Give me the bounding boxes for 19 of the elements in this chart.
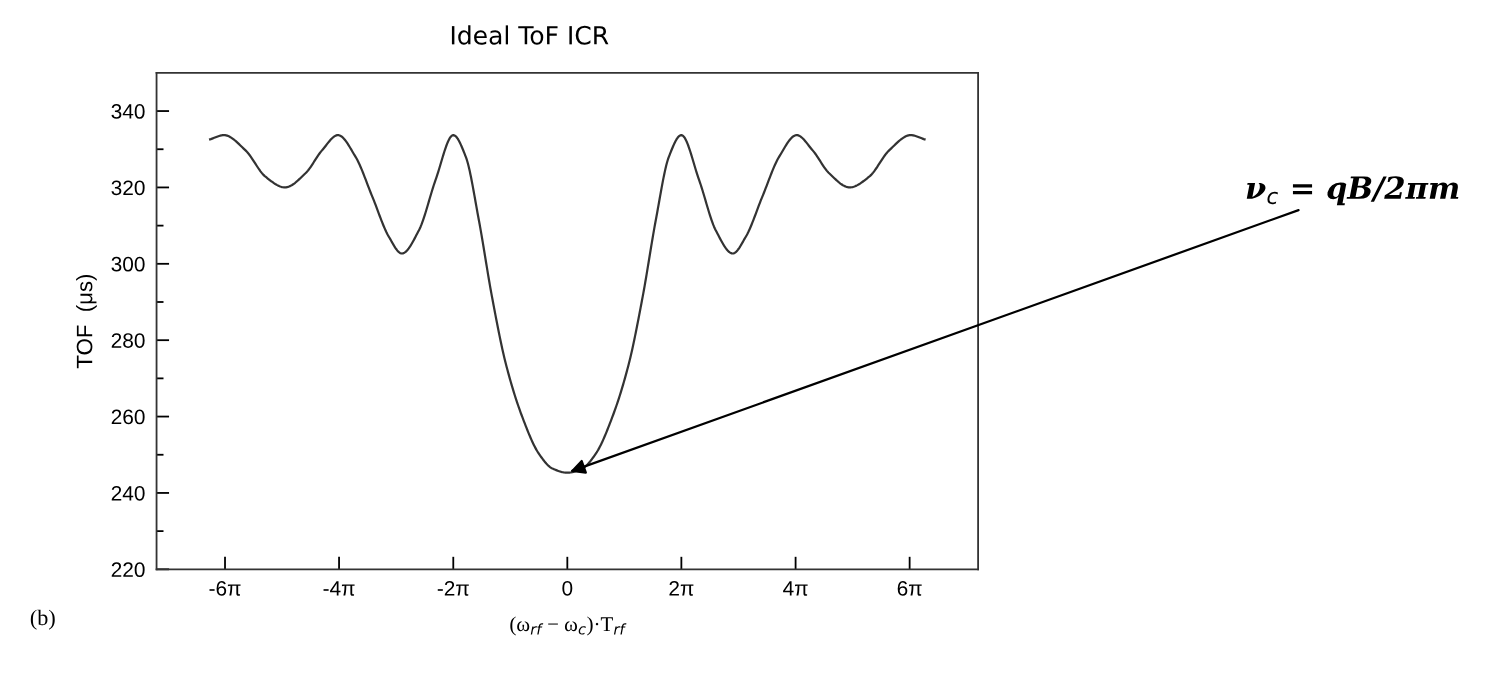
- x-tick-label: 0: [562, 580, 573, 596]
- y-tick-label: 300: [111, 256, 145, 272]
- y-tick-label: 340: [111, 104, 145, 119]
- y-tick-label: 260: [111, 409, 145, 425]
- annotation: ν$_{c}$ = qB/2πm: [1246, 176, 1459, 206]
- x-tick-label: -6π: [209, 580, 241, 596]
- y-tick-label: 220: [111, 562, 145, 578]
- x-tick-label: 6π: [897, 580, 922, 596]
- y-axis-title: TOF (μs): [76, 274, 97, 369]
- y-tick-label: 280: [111, 333, 145, 348]
- y-tick-label: 240: [111, 485, 145, 501]
- x-tick-label: 4π: [783, 581, 808, 596]
- x-tick-label: -4π: [323, 581, 355, 596]
- chart-title: Ideal ToF ICR: [451, 25, 609, 45]
- x-tick-label: 2π: [669, 580, 694, 596]
- x-axis-title: (ω$_{rf}$ − ω$_{c}$)·T$_{rf}$: [510, 616, 627, 636]
- text: (b): [30, 609, 55, 630]
- x-tick-label: -2π: [437, 580, 469, 596]
- y-tick-label: 320: [111, 180, 145, 196]
